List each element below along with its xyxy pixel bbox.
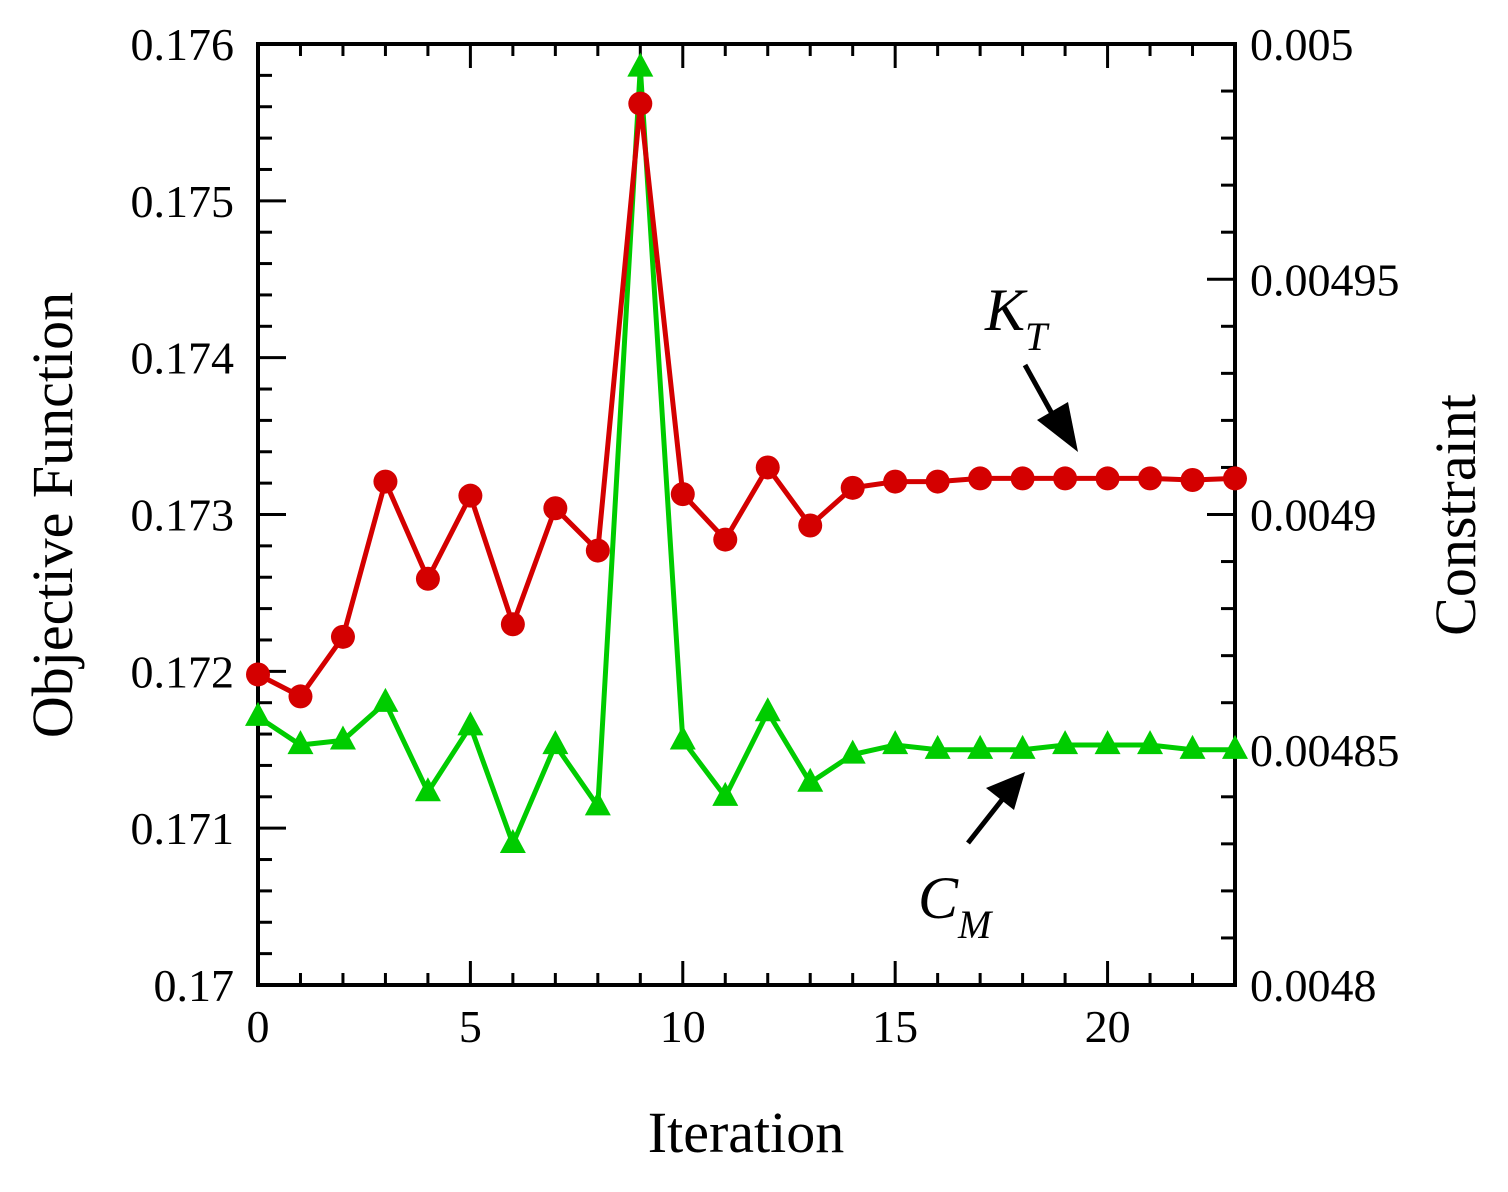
data-point-c-m	[1137, 730, 1164, 755]
y-right-tick-label: 0.0048	[1250, 960, 1377, 1011]
y-left-tick-label: 0.176	[131, 19, 235, 70]
data-point-k-t	[246, 662, 270, 687]
x-tick-label: 10	[660, 1001, 706, 1052]
x-axis-title: Iteration	[648, 1100, 844, 1165]
y-axis-title-left: Objective Function	[20, 292, 85, 738]
y-left-tick-label: 0.174	[131, 333, 235, 384]
y-left-tick-label: 0.17	[154, 960, 235, 1011]
y-left-tick-label: 0.175	[131, 176, 235, 227]
data-point-k-t	[458, 483, 483, 508]
data-point-c-m	[542, 730, 569, 755]
data-point-k-t	[543, 496, 568, 521]
data-point-k-t	[1223, 466, 1247, 491]
x-tick-label: 5	[459, 1001, 482, 1052]
data-point-k-t	[415, 566, 440, 591]
annotation-cm-sub: M	[957, 902, 994, 947]
annotation-kt-arrowhead	[1037, 402, 1078, 452]
data-point-c-m	[499, 828, 526, 853]
data-point-k-t	[330, 624, 355, 649]
data-point-c-m	[329, 725, 356, 750]
data-point-k-t	[500, 612, 525, 637]
annotation-cm-main: C	[918, 865, 959, 931]
data-point-k-t	[713, 527, 738, 552]
data-point-k-t	[1180, 467, 1205, 492]
annotation-cm-arrowhead	[986, 772, 1025, 810]
data-point-k-t	[1138, 466, 1163, 491]
data-point-c-m	[712, 781, 739, 806]
y-right-tick-label: 0.00485	[1250, 725, 1400, 776]
data-point-c-m	[287, 730, 314, 755]
data-point-c-m	[1222, 734, 1248, 759]
data-point-c-m	[457, 711, 484, 736]
data-point-c-m	[1179, 734, 1206, 759]
data-point-k-t	[628, 91, 653, 116]
series-layer	[245, 52, 1248, 853]
data-point-k-t	[840, 475, 865, 500]
data-point-k-t	[883, 469, 908, 494]
data-point-c-m	[967, 734, 994, 759]
data-point-k-t	[1053, 466, 1078, 491]
x-tick-label: 20	[1085, 1001, 1131, 1052]
data-point-c-m	[245, 701, 271, 726]
y-axis-title-right: Constraint	[1423, 394, 1488, 636]
data-point-c-m	[372, 687, 399, 712]
data-point-c-m	[414, 777, 441, 802]
data-point-k-t	[1095, 466, 1120, 491]
data-point-k-t	[755, 455, 780, 480]
y-left-tick-label: 0.171	[131, 803, 235, 854]
data-point-k-t	[798, 513, 823, 538]
data-point-c-m	[1052, 730, 1079, 755]
data-point-k-t	[925, 469, 950, 494]
y-right-tick-label: 0.0049	[1250, 490, 1377, 541]
data-point-k-t	[1010, 466, 1035, 491]
data-point-c-m	[584, 791, 611, 816]
annotation-cm-arrow-shaft	[966, 794, 1007, 845]
data-point-c-m	[924, 734, 951, 759]
data-point-k-t	[288, 684, 313, 709]
data-point-k-t	[670, 482, 695, 507]
ticks-layer	[256, 42, 1237, 987]
data-point-k-t	[968, 466, 993, 491]
annotation-kt-main: K	[984, 277, 1028, 343]
data-point-c-m	[669, 725, 696, 750]
data-point-c-m	[882, 730, 909, 755]
annotation-kt-sub: T	[1025, 314, 1050, 359]
data-point-c-m	[627, 52, 654, 77]
annotation-cm: CM	[918, 772, 1025, 947]
annotation-cm-label: CM	[918, 865, 994, 947]
y-right-tick-label: 0.00495	[1250, 254, 1400, 305]
y-left-tick-label: 0.172	[131, 646, 235, 697]
data-point-k-t	[585, 538, 610, 563]
x-tick-label: 0	[247, 1001, 270, 1052]
y-left-tick-label: 0.173	[131, 490, 235, 541]
data-point-c-m	[754, 697, 781, 722]
labels-layer: 0 5 10 15 20 0.17 0.171 0.172 0.173 0.174 0.175 0.1…	[131, 19, 1400, 1052]
y-right-tick-label: 0.005	[1250, 19, 1354, 70]
data-point-c-m	[797, 767, 824, 792]
data-point-k-t	[373, 469, 398, 494]
annotation-kt: KT	[984, 277, 1078, 452]
data-point-c-m	[1094, 730, 1121, 755]
x-tick-label: 15	[872, 1001, 918, 1052]
annotation-kt-label: KT	[984, 277, 1050, 359]
data-point-c-m	[839, 739, 866, 764]
data-point-c-m	[1009, 734, 1036, 759]
